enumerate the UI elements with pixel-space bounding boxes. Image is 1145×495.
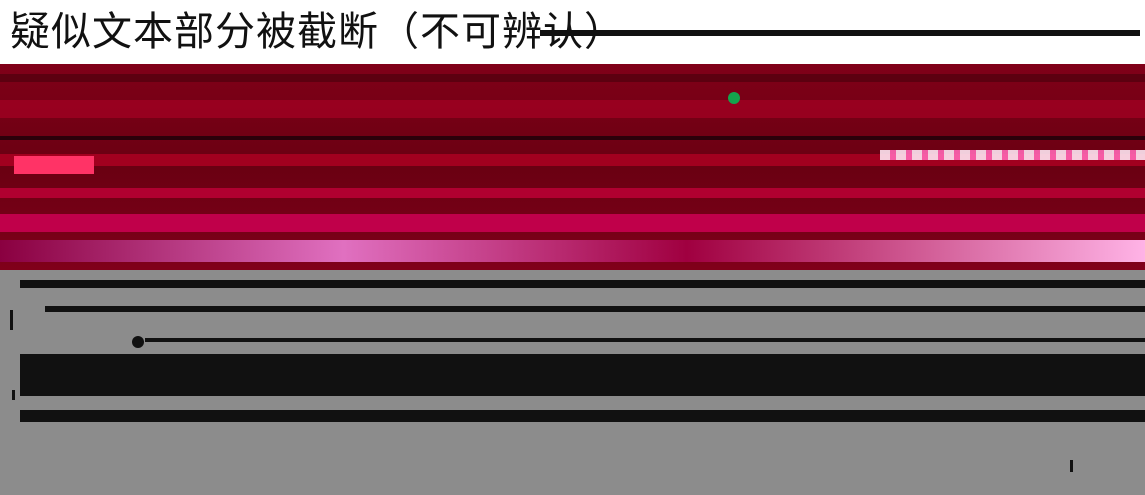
black-line	[45, 306, 1145, 312]
red-badge	[14, 156, 94, 174]
tick-mark	[1070, 460, 1073, 472]
title-underline	[540, 30, 1140, 36]
black-dot-icon	[132, 336, 144, 348]
black-line	[20, 280, 1145, 288]
tick-mark	[10, 310, 13, 330]
pink-pattern-bar	[880, 150, 1145, 160]
red-corrupted-band	[0, 64, 1145, 270]
black-block	[20, 354, 1145, 396]
green-dot-icon	[728, 92, 740, 104]
red-stripe	[0, 136, 1145, 140]
red-stripe	[0, 74, 1145, 82]
tick-mark	[12, 390, 15, 400]
red-stripe	[0, 100, 1145, 118]
red-stripe	[0, 154, 1145, 166]
title-text: 疑似文本部分被截断（不可辨认）	[10, 9, 625, 55]
pink-stripe	[0, 240, 1145, 262]
black-line	[145, 338, 1145, 342]
red-stripe	[0, 214, 1145, 232]
top-title-band: 疑似文本部分被截断（不可辨认） 涨	[0, 0, 1145, 64]
black-line	[20, 410, 1145, 422]
gray-corrupted-area	[0, 270, 1145, 495]
red-stripe	[0, 188, 1145, 198]
